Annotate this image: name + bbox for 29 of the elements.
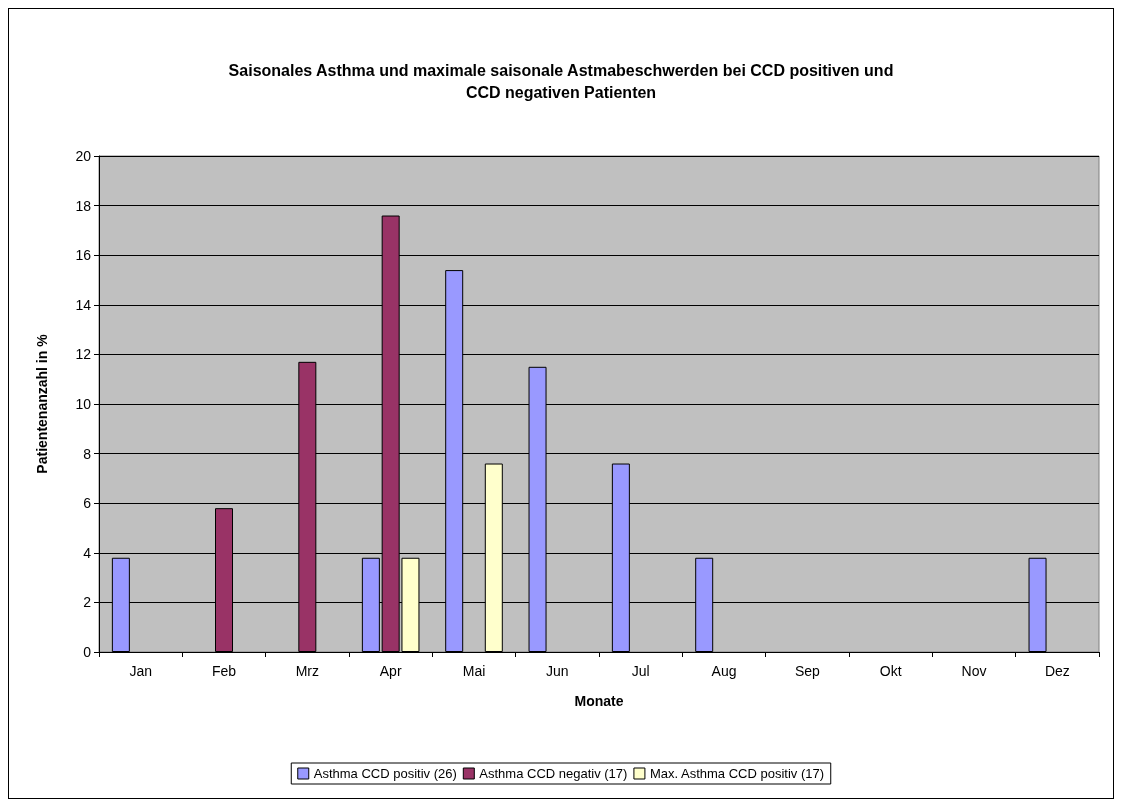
y-tick-label: 2 bbox=[83, 594, 92, 611]
x-tick-label: Aug bbox=[711, 663, 737, 679]
y-tick-label: 4 bbox=[83, 544, 92, 561]
y-tick-label: 12 bbox=[75, 346, 92, 363]
x-tick-label: Sep bbox=[794, 663, 820, 679]
y-tick-label: 16 bbox=[75, 247, 92, 264]
y-tick-label: 20 bbox=[75, 148, 92, 164]
x-tick-label: Mrz bbox=[295, 663, 319, 679]
y-axis-title: Patientenanzahl in % bbox=[34, 333, 50, 474]
y-tick-label: 14 bbox=[75, 296, 92, 313]
x-tick-label: Nov bbox=[961, 663, 987, 679]
y-tick-label: 0 bbox=[83, 644, 92, 660]
x-tick-label: Jul bbox=[631, 663, 650, 679]
y-tick-label: 18 bbox=[75, 197, 92, 214]
y-tick-label: 10 bbox=[75, 396, 92, 412]
legend-label: Asthma CCD positiv (26) bbox=[313, 766, 457, 781]
y-tick-label: 6 bbox=[83, 495, 92, 512]
y-tick-label: 8 bbox=[83, 445, 92, 462]
legend-label: Asthma CCD negativ (17) bbox=[479, 766, 628, 781]
chart-title: Saisonales Asthma und maximale saisonale Astmabeschwerden bei CCD positiven und CCD negativen Patienten bbox=[228, 61, 894, 101]
x-axis-title: Monate bbox=[574, 693, 624, 709]
x-tick-label: Feb bbox=[211, 663, 237, 679]
x-tick-label: Okt bbox=[879, 663, 902, 679]
legend-label: Max. Asthma CCD positiv (17) bbox=[649, 766, 825, 781]
x-tick-label: Jan bbox=[129, 663, 152, 679]
x-tick-label: Jun bbox=[546, 663, 569, 679]
x-tick-label: Mai bbox=[462, 663, 486, 679]
x-tick-label: Dez bbox=[1044, 663, 1070, 679]
x-tick-label: Apr bbox=[379, 663, 402, 679]
